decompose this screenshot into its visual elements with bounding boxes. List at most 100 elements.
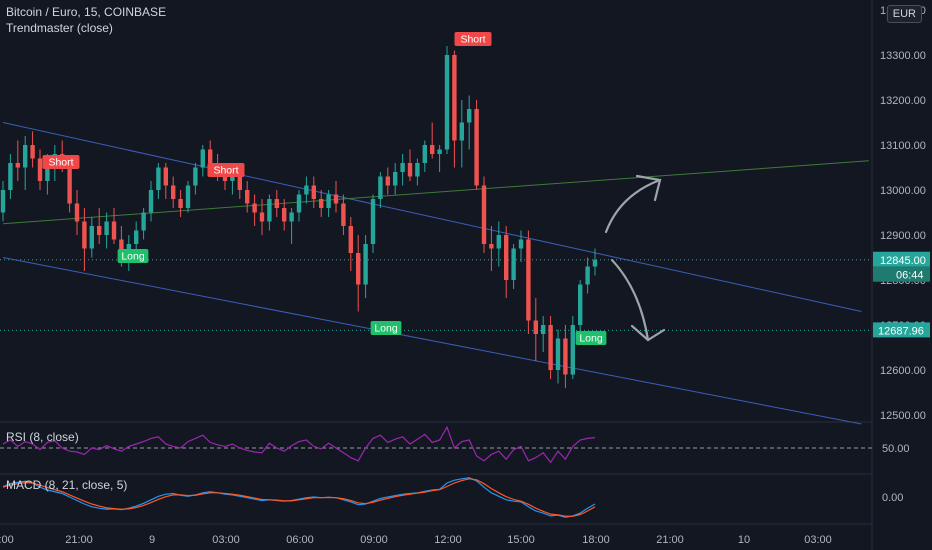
candle-body [415, 163, 420, 177]
price-tick-label: 13300.00 [880, 50, 926, 62]
arrow-up-curve [604, 178, 662, 234]
candle-body [526, 239, 531, 321]
time-axis[interactable]: 18:00 21:00 9 03:00 06:00 09:00 12:00 15:00 18:0… [0, 534, 832, 546]
candle-body [237, 176, 242, 190]
price-tick-label: 13000.00 [880, 185, 926, 197]
rsi-legend: RSI (8, close) [6, 430, 79, 444]
candle-body [97, 226, 102, 235]
rsi-tick-label: 50.00 [882, 443, 910, 455]
candle-body [200, 149, 205, 168]
channel-lower-line [2, 257, 862, 425]
price-tick-label: 12900.00 [880, 230, 926, 242]
channel-upper-line [2, 122, 862, 312]
price-tick-label: 13100.00 [880, 140, 926, 152]
candle-body [259, 212, 265, 222]
arrow-down-head [630, 324, 666, 342]
candle-body [15, 163, 20, 168]
candle-body [304, 185, 309, 195]
candle-body [585, 266, 590, 285]
long-marker-box [575, 331, 607, 345]
candle-body [407, 163, 413, 177]
candle-body [89, 226, 94, 249]
candle-body [326, 194, 331, 208]
time-tick-label: 06:00 [286, 534, 314, 546]
candle-body [563, 338, 568, 375]
candle-body [481, 185, 487, 244]
countdown-label: 06:44 [896, 269, 924, 281]
candle-body [393, 172, 398, 186]
candle-body [400, 163, 405, 172]
currency-badge[interactable]: EUR [886, 5, 922, 23]
time-tick-label: 21:00 [656, 534, 684, 546]
short-marker-box [42, 155, 80, 169]
time-tick-label: 15:00 [507, 534, 535, 546]
time-tick-label: 10 [738, 534, 750, 546]
time-tick-label: 21:00 [65, 534, 93, 546]
time-tick-label: 12:00 [434, 534, 462, 546]
candle-body [548, 325, 553, 370]
candle-body [104, 221, 109, 235]
candle-body [185, 185, 191, 208]
drawn-arrows [604, 174, 666, 342]
candle-body [474, 109, 479, 186]
candle-body [282, 208, 287, 222]
price-tick-label: 12500.00 [880, 410, 926, 422]
candle-body [533, 320, 538, 334]
short-marker-box [454, 32, 492, 46]
candle-body [570, 325, 575, 375]
long-marker-box [370, 321, 402, 335]
candle-body [208, 149, 213, 163]
candle-body [504, 235, 509, 280]
candle-body [385, 176, 390, 186]
candle-body [489, 244, 494, 249]
candle-body [171, 185, 176, 199]
price-axis[interactable]: 12500.0012600.0012700.0012800.0012900.00… [873, 5, 930, 504]
candle-body [341, 203, 346, 226]
candle-body [363, 244, 368, 285]
candle-body [267, 199, 272, 222]
macd-tick-label: 0.00 [882, 492, 903, 504]
rsi-pane[interactable] [0, 425, 872, 464]
short-marker-box [207, 163, 245, 177]
time-tick-label: 18:00 [582, 534, 610, 546]
candle-body [296, 194, 302, 213]
candle-body [578, 284, 583, 325]
candle-body [555, 338, 561, 370]
short-marker: Short [213, 165, 238, 177]
time-tick-label: 09:00 [360, 534, 388, 546]
candle-body [518, 239, 524, 249]
symbol-title: Bitcoin / Euro, 15, COINBASE [6, 5, 167, 19]
price-tick-label: 12600.00 [880, 365, 926, 377]
candle-body [378, 176, 383, 199]
candle-body [452, 55, 457, 141]
marked-level-tag: 12687.96 [878, 325, 924, 337]
signal-markers: Short Short Short Long Long Long [42, 32, 607, 345]
candle-body [289, 212, 294, 222]
time-tick-label: 18:00 [0, 534, 14, 546]
trend-lines [0, 122, 872, 425]
candle-body [245, 190, 250, 204]
long-marker: Long [374, 323, 398, 335]
candle-body [592, 259, 598, 267]
long-marker-box [117, 249, 149, 263]
macd-pane[interactable] [2, 477, 596, 518]
candle-body [319, 199, 324, 208]
candle-body [37, 158, 43, 181]
candle-body [156, 167, 161, 190]
price-tick-label: 13200.00 [880, 95, 926, 107]
candle-body [437, 149, 442, 154]
candle-body [370, 199, 376, 244]
candle-body [134, 230, 139, 244]
candle-body [30, 145, 35, 159]
time-tick-label: 03:00 [804, 534, 832, 546]
time-tick-label: 03:00 [212, 534, 240, 546]
candle-body [333, 194, 339, 204]
long-marker: Long [121, 251, 145, 263]
candle-body [230, 176, 235, 181]
signal-line [2, 478, 596, 517]
candle-body [45, 163, 50, 181]
arrow-down-curve [610, 258, 650, 342]
last-price-tag: 12845.00 [880, 255, 926, 267]
rsi-line [2, 425, 596, 464]
